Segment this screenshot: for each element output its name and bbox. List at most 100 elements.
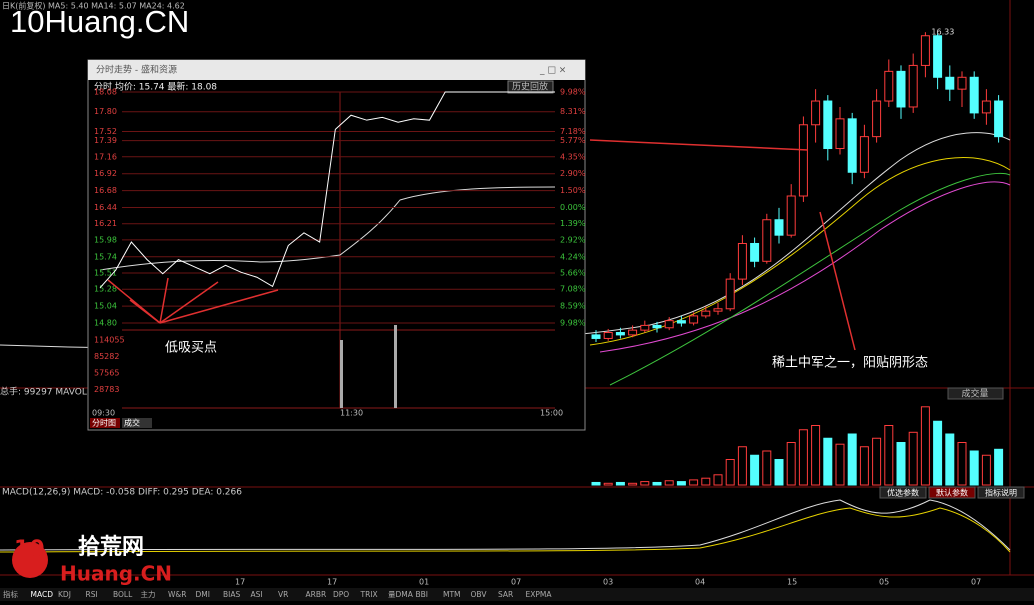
volume-bar	[896, 442, 906, 486]
pct-label: 5.66%	[560, 268, 586, 277]
watermark: 10Huang.CN	[10, 4, 189, 39]
volume-bar	[811, 425, 821, 486]
y-tick-label: 16.68	[94, 186, 117, 195]
bottom-tab[interactable]: W&R	[168, 590, 186, 599]
y-tick-label: 15.98	[94, 235, 117, 244]
candle-body	[920, 35, 930, 66]
candle-body	[945, 76, 955, 90]
annotation: 稀土中军之一，阳贴阴形态	[772, 356, 928, 371]
volume-bar	[859, 446, 869, 486]
candle-body	[591, 334, 601, 339]
bottom-tab[interactable]: TRIX	[360, 590, 378, 599]
volume-bar	[591, 481, 601, 486]
date-label: 07	[511, 578, 521, 587]
y-tick-label: 15.28	[94, 285, 117, 294]
candle-body	[750, 242, 760, 262]
bottom-tab[interactable]: DMI	[196, 590, 210, 599]
tab-label[interactable]: 分时图	[92, 418, 116, 428]
pct-label: 1.50%	[560, 186, 586, 195]
candle-body	[737, 242, 747, 280]
macd-text: MACD(12,26,9) MACD: -0.058 DIFF: 0.295 D…	[2, 488, 242, 498]
volume-bar	[628, 482, 638, 486]
volume-bar	[994, 448, 1004, 486]
button-label[interactable]: 优选参数	[887, 488, 919, 498]
candle-body	[994, 100, 1004, 138]
bottom-tab[interactable]: 量DMA	[388, 590, 414, 599]
ma-text: 日K(前复权) MA5: 5.40 MA14: 5.07 MA24: 4.62	[2, 1, 185, 11]
pct-label: 2.92%	[560, 235, 586, 244]
button[interactable]	[977, 486, 1025, 499]
bottom-tab[interactable]: 主力	[141, 589, 156, 599]
bottom-tab[interactable]: MACD	[31, 590, 54, 599]
bottom-tab[interactable]: OBV	[471, 590, 488, 599]
candle-body	[823, 100, 833, 150]
y-tick-label: 16.92	[94, 169, 117, 178]
time-label: 11:30	[340, 409, 363, 418]
button-label[interactable]: 历史回放	[512, 81, 548, 93]
bottom-tab[interactable]: ARBR	[306, 590, 327, 599]
tab[interactable]	[122, 418, 152, 428]
pct-label: 5.77%	[560, 136, 586, 145]
price-line	[99, 91, 555, 289]
volume-bar	[615, 481, 625, 486]
macd-line	[0, 507, 1011, 553]
candle-body	[933, 35, 943, 78]
pct-label: 8.31%	[560, 107, 586, 116]
candle-body	[628, 329, 638, 336]
date-label: 03	[603, 578, 613, 587]
y-tick-label: 17.52	[94, 127, 117, 136]
popup-title: 分时走势 - 盛和资源	[96, 64, 177, 76]
button[interactable]	[879, 486, 927, 499]
button-label[interactable]: 成交量	[961, 388, 988, 400]
y-tick-label: 16.21	[94, 219, 117, 228]
bottom-tab[interactable]: EXPMA	[526, 590, 553, 599]
volume-bar	[798, 429, 808, 486]
candle-body	[689, 315, 699, 324]
bottom-tab[interactable]: KDJ	[58, 590, 71, 599]
button[interactable]	[947, 387, 1004, 400]
volume-bar	[603, 482, 613, 486]
bottom-tab[interactable]: DPO	[333, 590, 349, 599]
button-label[interactable]: 默认参数	[936, 488, 968, 498]
candle-body	[981, 100, 991, 114]
bottom-tab[interactable]: SAR	[498, 590, 513, 599]
candle-body	[640, 324, 650, 331]
bottom-tab[interactable]: VR	[278, 590, 288, 599]
candle-body	[664, 320, 674, 329]
volume-bar	[823, 437, 833, 486]
candle-body	[884, 70, 894, 102]
popup-frame	[87, 59, 586, 431]
volume-bar	[652, 481, 662, 486]
volume-bar	[981, 454, 991, 486]
button[interactable]	[507, 80, 554, 94]
candle-body	[835, 118, 845, 150]
bottom-tab[interactable]: RSI	[86, 590, 98, 599]
bottom-tab[interactable]: 指标	[3, 589, 18, 599]
pct-label: 1.39%	[560, 219, 586, 228]
volume-text: 总手: 99297 MAVOL5: 2	[0, 386, 104, 398]
popup-info: 分时 均价: 15.74 最新: 18.08	[94, 81, 217, 93]
candle-body	[798, 124, 808, 197]
bottom-tab[interactable]: MTM	[443, 590, 461, 599]
date-label: 17	[327, 578, 337, 587]
button[interactable]	[928, 486, 976, 499]
y-tick-label: 18.08	[94, 88, 117, 97]
tab[interactable]	[90, 418, 120, 428]
button-label[interactable]: 指标说明	[985, 488, 1017, 498]
pct-label: 4.35%	[560, 152, 586, 161]
candle-body	[896, 70, 906, 108]
tab-label[interactable]: 成交	[124, 418, 140, 428]
bottom-tab[interactable]: BOLL	[113, 590, 133, 599]
logo-mark	[12, 542, 48, 578]
bottom-tab[interactable]: BIAS	[223, 590, 240, 599]
bottom-tab[interactable]: ASI	[251, 590, 263, 599]
y-tick-label: 16.44	[94, 203, 117, 212]
candle-body	[872, 100, 882, 138]
volume-bar	[689, 479, 699, 486]
window-controls[interactable]: _ □ ×	[539, 66, 566, 76]
pct-label: 7.18%	[560, 127, 586, 136]
volume-bar	[920, 406, 930, 486]
bottom-tab[interactable]: BBI	[416, 590, 429, 599]
macd-buttons: 优选参数 默认参数 指标说明	[879, 486, 1025, 499]
date-label: 17	[235, 578, 245, 587]
